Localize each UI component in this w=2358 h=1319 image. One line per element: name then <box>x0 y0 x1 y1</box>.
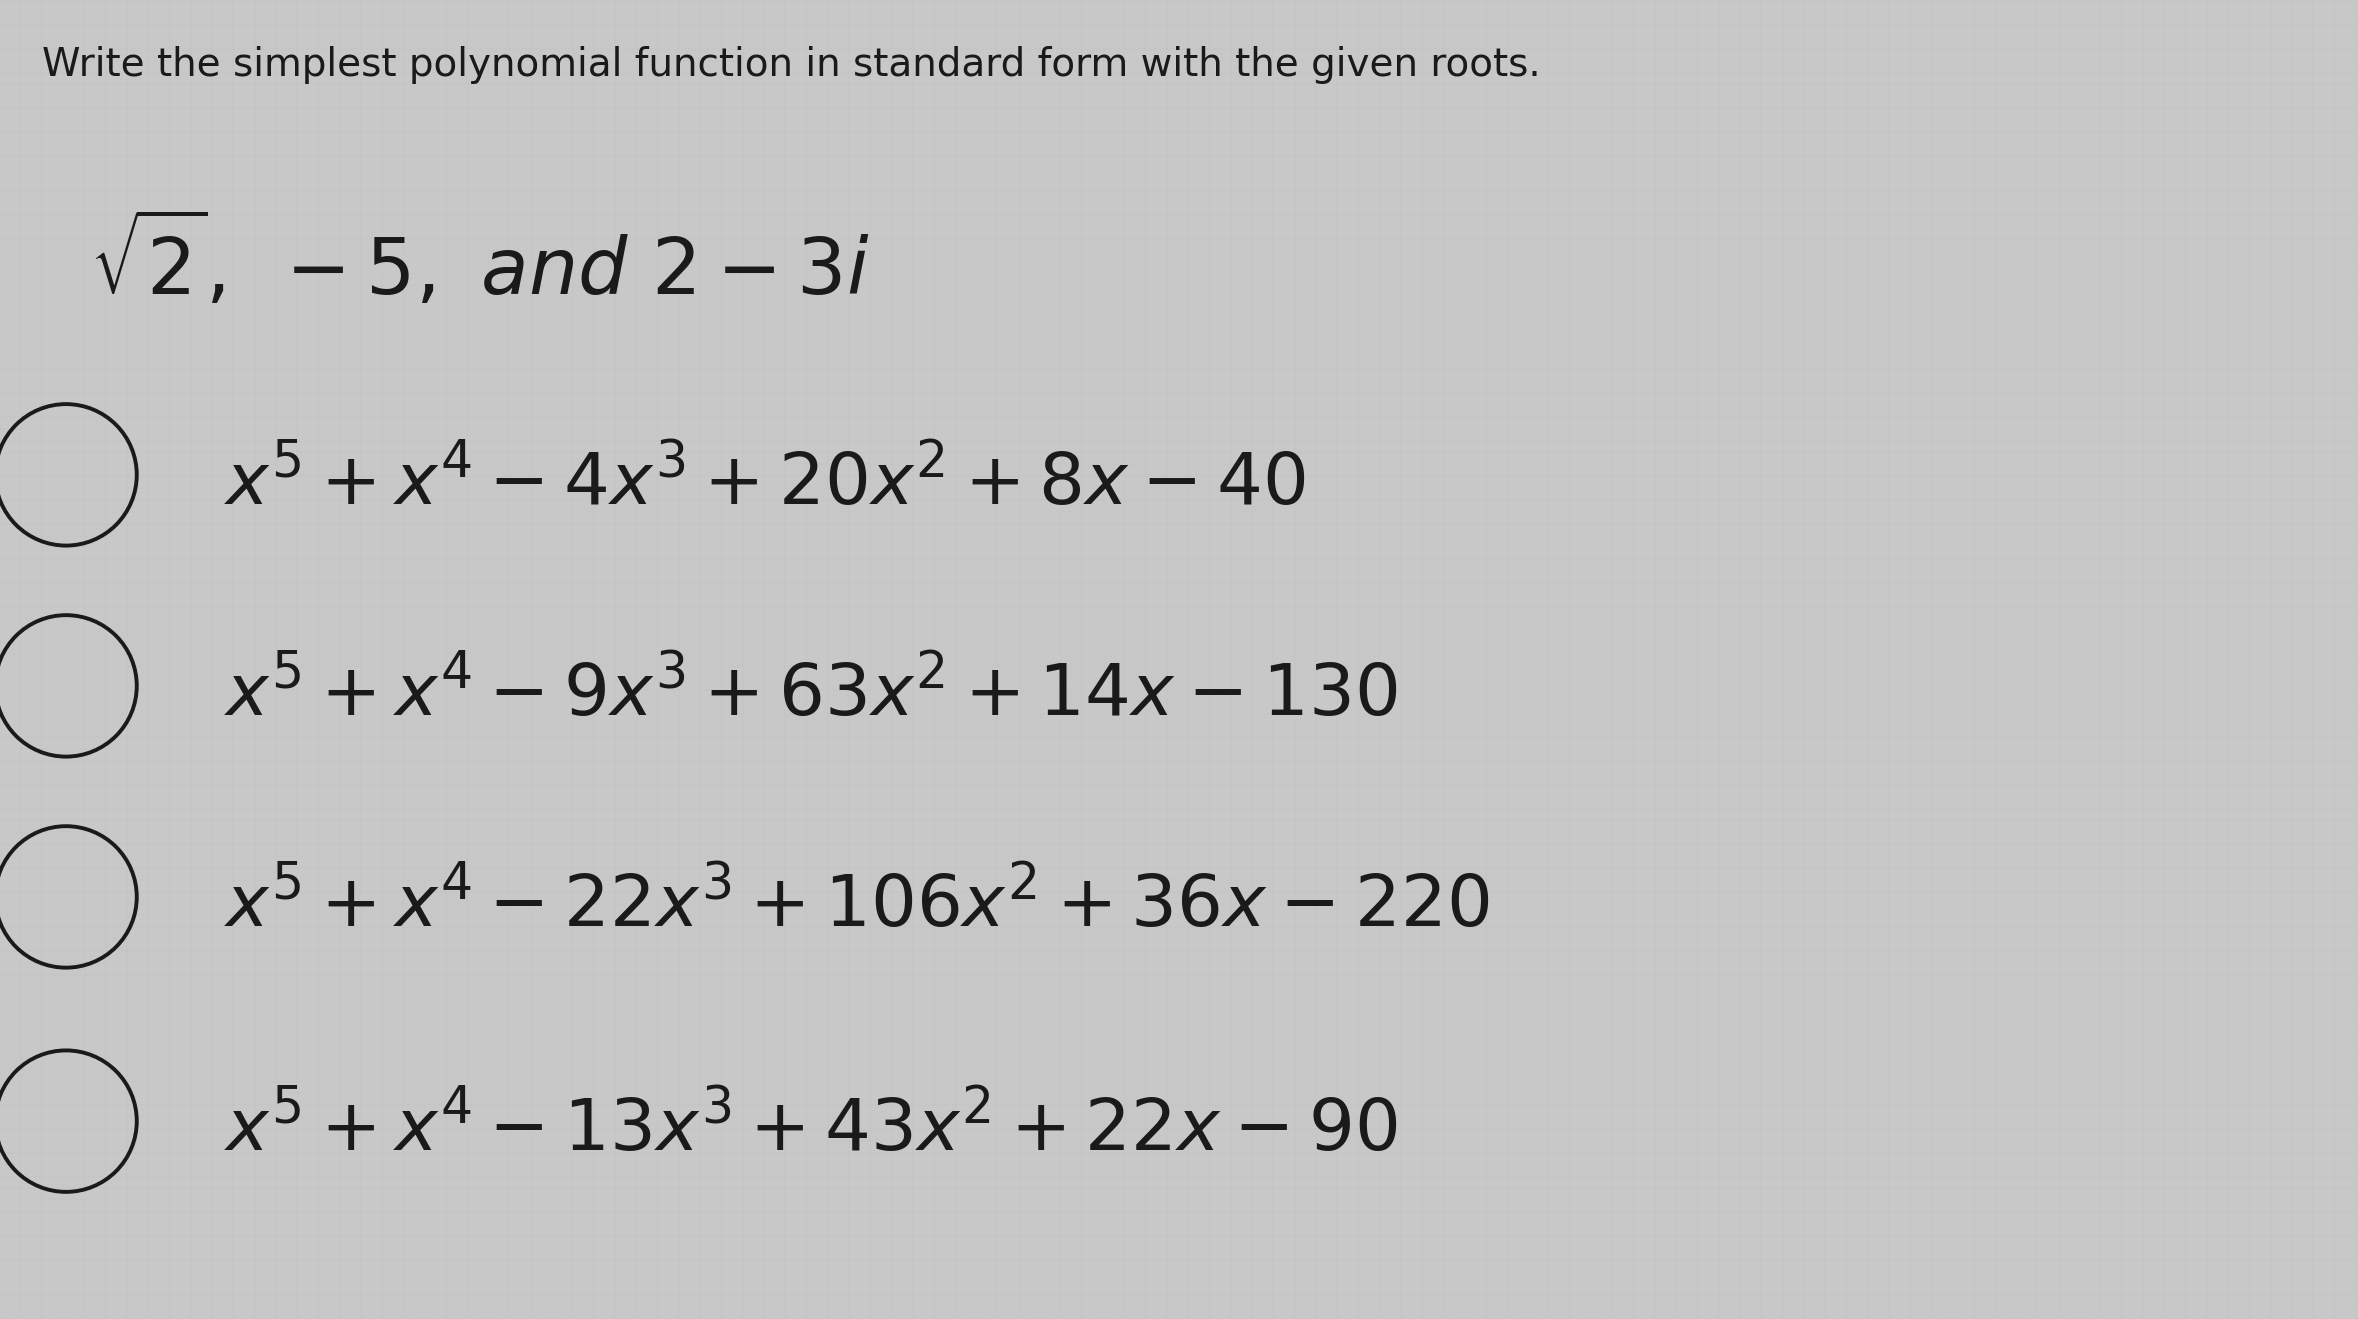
Text: $x^5 + x^4 - 4x^3 + 20x^2 + 8x - 40$: $x^5 + x^4 - 4x^3 + 20x^2 + 8x - 40$ <box>224 448 1306 521</box>
Text: $x^5 + x^4 - 22x^3 + 106x^2 + 36x - 220$: $x^5 + x^4 - 22x^3 + 106x^2 + 36x - 220$ <box>224 871 1490 943</box>
Text: $x^5 + x^4 - 9x^3 + 63x^2 + 14x - 130$: $x^5 + x^4 - 9x^3 + 63x^2 + 14x - 130$ <box>224 660 1398 732</box>
Text: Write the simplest polynomial function in standard form with the given roots.: Write the simplest polynomial function i… <box>42 46 1542 84</box>
Text: $\sqrt{2},\ -5,\ \mathit{and}\ 2-3i$: $\sqrt{2},\ -5,\ \mathit{and}\ 2-3i$ <box>90 211 870 311</box>
Text: $x^5 + x^4 - 13x^3 + 43x^2 + 22x - 90$: $x^5 + x^4 - 13x^3 + 43x^2 + 22x - 90$ <box>224 1095 1398 1167</box>
